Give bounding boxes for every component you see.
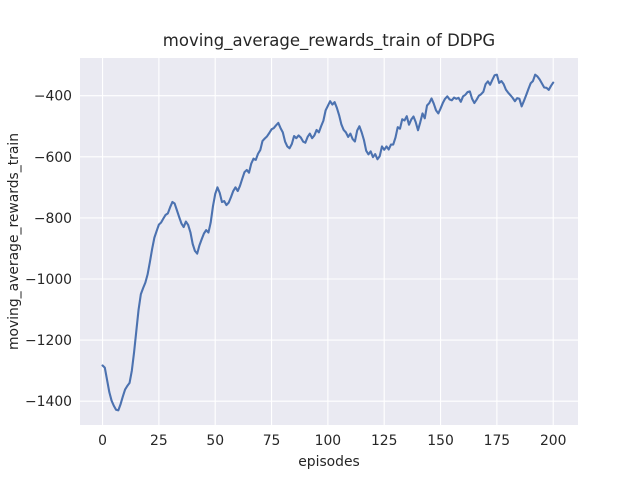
x-tick-label: 50 (206, 433, 224, 449)
x-tick-label: 0 (98, 433, 107, 449)
y-tick-label: −1400 (25, 394, 72, 410)
y-tick-label: −800 (34, 211, 72, 227)
tick-layer: 0 25 50 75 100 125 150 175 200 −400 −600 −800 −1000 −… (25, 89, 566, 449)
y-tick-label: −400 (34, 89, 72, 105)
y-tick-label: −1000 (25, 272, 72, 288)
x-tick-label: 175 (484, 433, 511, 449)
x-tick-label: 25 (150, 433, 168, 449)
x-tick-label: 75 (263, 433, 281, 449)
x-tick-label: 100 (315, 433, 342, 449)
x-tick-label: 125 (371, 433, 398, 449)
chart-title: moving_average_rewards_train of DDPG (163, 31, 495, 51)
x-axis-label: episodes (298, 454, 360, 470)
plot-area (80, 58, 578, 425)
x-tick-label: 200 (540, 433, 567, 449)
x-tick-label: 150 (427, 433, 454, 449)
y-tick-label: −600 (34, 150, 72, 166)
reward-line (101, 73, 555, 412)
y-axis-label: moving_average_rewards_train (6, 133, 22, 350)
y-tick-label: −1200 (25, 333, 72, 349)
